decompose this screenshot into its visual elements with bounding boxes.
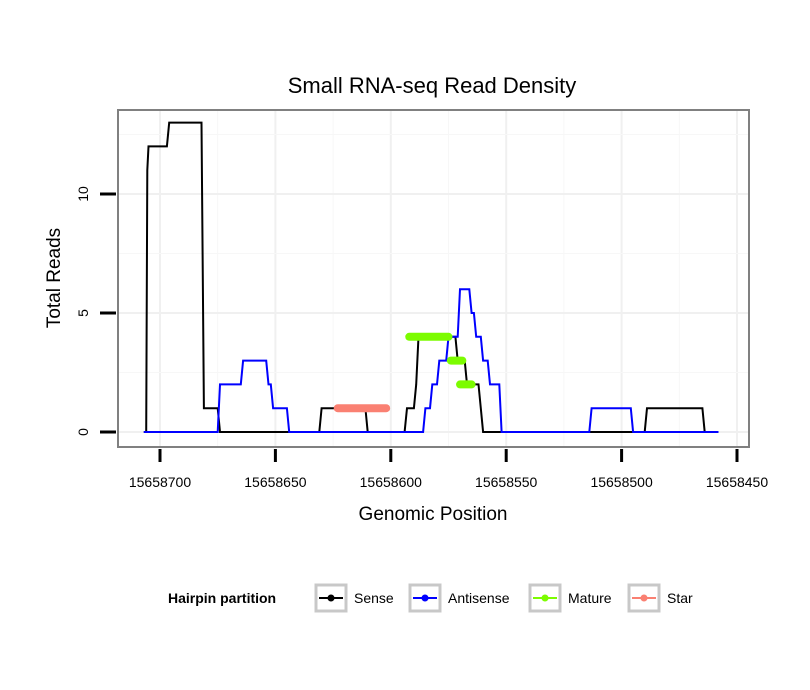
legend-key-dot [541, 594, 549, 602]
x-tick-label: 15658600 [360, 474, 423, 490]
x-tick-label: 15658650 [244, 474, 307, 490]
x-tick-label: 15658500 [590, 474, 653, 490]
legend-item-label: Sense [354, 590, 394, 606]
y-tick-label: 10 [75, 186, 91, 202]
legend-item-sense: Sense [314, 583, 394, 613]
legend-item-mature: Mature [528, 583, 612, 613]
legend-item-label: Antisense [448, 590, 510, 606]
plot-panel [117, 109, 750, 448]
legend: Hairpin partition Sense Antisense Mature St… [168, 583, 693, 613]
x-tick-label: 15658450 [706, 474, 769, 490]
chart-title: Small RNA-seq Read Density [288, 73, 577, 98]
y-axis-label: Total Reads [44, 228, 65, 328]
x-axis: 15658700 15658650 15658600 15658550 15658500… [129, 449, 769, 490]
x-axis-label: Genomic Position [359, 504, 508, 525]
legend-item-star: Star [627, 583, 693, 613]
y-tick-label: 0 [75, 428, 91, 436]
legend-title: Hairpin partition [168, 590, 276, 606]
y-tick-label: 5 [75, 309, 91, 317]
legend-key-dot [421, 594, 429, 602]
x-tick-label: 15658550 [475, 474, 538, 490]
legend-item-label: Mature [568, 590, 612, 606]
legend-item-label: Star [667, 590, 693, 606]
series-antisense-line [143, 288, 719, 433]
legend-key-dot [640, 594, 648, 602]
x-tick-label: 15658700 [129, 474, 192, 490]
legend-item-antisense: Antisense [408, 583, 510, 613]
legend-key-dot [327, 594, 335, 602]
y-axis: 0 5 10 [75, 186, 116, 436]
series-layer [143, 121, 719, 433]
